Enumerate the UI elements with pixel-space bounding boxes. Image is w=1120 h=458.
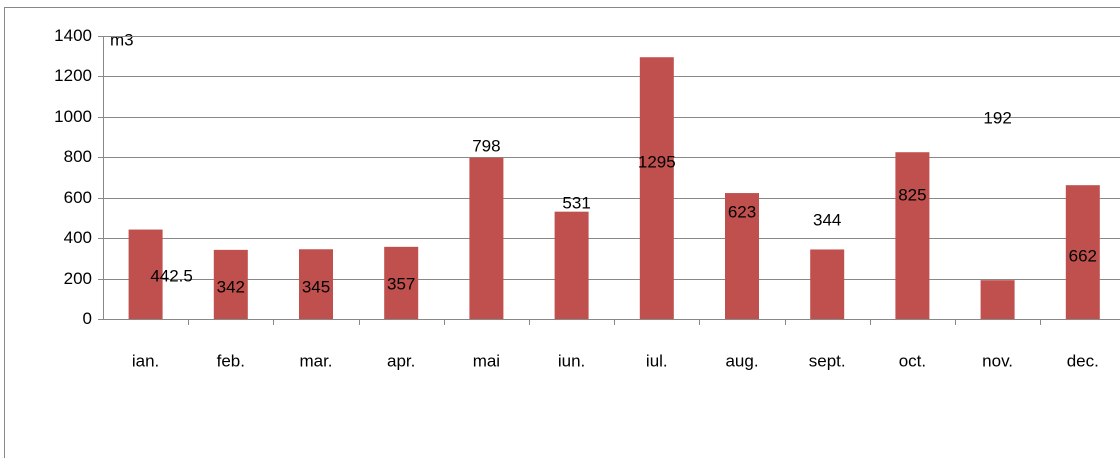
data-label: 357 [387, 274, 415, 293]
bar [213, 249, 248, 319]
data-label: 623 [728, 202, 756, 221]
x-tick-label: apr. [387, 351, 415, 370]
x-tick-label: nov. [982, 351, 1013, 370]
y-tick-label: 1200 [54, 66, 92, 85]
x-tick-label: mar. [299, 351, 332, 370]
x-tick-label: aug. [725, 351, 758, 370]
data-label: 662 [1069, 246, 1097, 265]
bar [895, 152, 930, 319]
y-tick-label: 200 [64, 269, 92, 288]
bar [980, 280, 1015, 319]
data-label: 798 [472, 136, 500, 155]
bar [384, 246, 419, 319]
x-tick-label: mai [473, 351, 500, 370]
data-label: 342 [217, 277, 245, 296]
y-tick-label: 1000 [54, 107, 92, 126]
y-tick-label: 400 [64, 228, 92, 247]
x-tick-label: iul. [646, 351, 668, 370]
bar [469, 157, 504, 319]
x-tick-label: feb. [217, 351, 245, 370]
bar [299, 249, 333, 319]
x-tick-label: ian. [132, 351, 159, 370]
x-tick-label: iun. [558, 351, 585, 370]
bar [554, 211, 589, 319]
y-tick-label: 600 [64, 188, 92, 207]
x-tick-label: dec. [1067, 351, 1099, 370]
chart-border [4, 7, 1120, 458]
bar [128, 229, 163, 319]
bar [639, 57, 674, 319]
x-tick-label: sept. [809, 351, 846, 370]
data-label: 531 [562, 193, 590, 212]
data-label: 442.5 [150, 266, 193, 285]
y-tick-label: 0 [83, 309, 92, 328]
bar [1065, 185, 1100, 319]
data-label: 1295 [638, 152, 676, 171]
data-label: 192 [983, 108, 1011, 127]
y-tick-label: 1400 [54, 26, 92, 45]
y-axis-label: m3 [110, 30, 134, 49]
y-tick-label: 800 [64, 147, 92, 166]
x-tick-label: oct. [899, 351, 926, 370]
data-label: 825 [898, 185, 926, 204]
bar [725, 193, 759, 319]
data-label: 344 [813, 210, 841, 229]
bar [810, 249, 845, 319]
data-label: 345 [302, 277, 330, 296]
